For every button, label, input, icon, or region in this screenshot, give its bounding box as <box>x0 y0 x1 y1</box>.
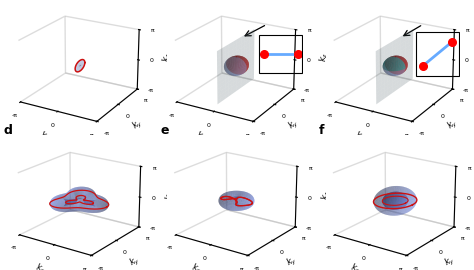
Y-axis label: $k_y$: $k_y$ <box>286 116 302 133</box>
Bar <box>416 32 459 76</box>
X-axis label: $k_x$: $k_x$ <box>349 261 363 270</box>
Y-axis label: $k_y$: $k_y$ <box>128 253 143 270</box>
Y-axis label: $k_y$: $k_y$ <box>130 116 146 133</box>
Text: f: f <box>319 124 325 137</box>
Y-axis label: $k_y$: $k_y$ <box>443 253 458 270</box>
X-axis label: $k_x$: $k_x$ <box>190 261 204 270</box>
Text: e: e <box>160 124 169 137</box>
Text: a: a <box>4 0 12 2</box>
X-axis label: $k_x$: $k_x$ <box>34 261 47 270</box>
Y-axis label: $k_y$: $k_y$ <box>284 253 300 270</box>
Bar <box>259 35 302 73</box>
Text: c: c <box>319 0 327 2</box>
X-axis label: $k_x$: $k_x$ <box>39 129 52 143</box>
Y-axis label: $k_y$: $k_y$ <box>445 116 461 133</box>
Text: d: d <box>4 124 13 137</box>
X-axis label: $k_x$: $k_x$ <box>354 129 367 143</box>
Text: b: b <box>160 0 169 2</box>
X-axis label: $k_x$: $k_x$ <box>195 129 209 143</box>
